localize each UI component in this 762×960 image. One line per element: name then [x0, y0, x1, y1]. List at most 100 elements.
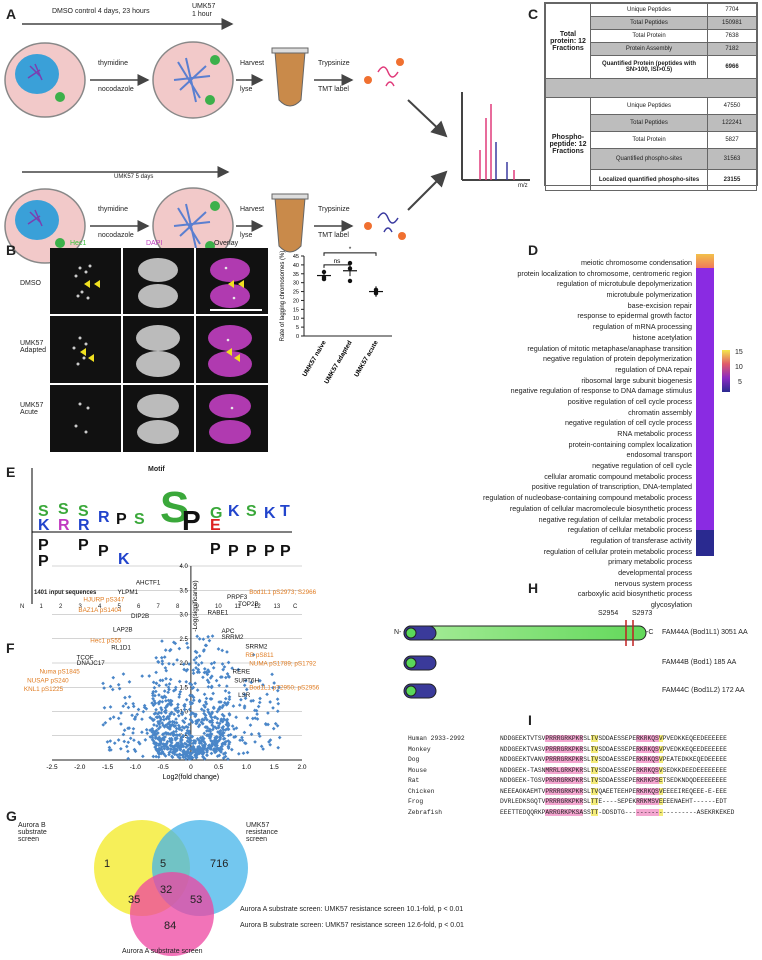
data-point: [221, 752, 226, 756]
data-point: [202, 670, 207, 675]
data-point: [151, 754, 156, 759]
site-label-s2954: S2954: [598, 610, 619, 617]
data-point: [121, 704, 126, 709]
data-point: [172, 712, 176, 717]
species-label: Chicken: [408, 787, 435, 795]
data-point: [108, 716, 113, 721]
data-point: [177, 679, 182, 684]
data-point: [191, 668, 196, 672]
point-label: RB pS811: [245, 652, 274, 659]
data-point: [214, 678, 219, 683]
panel-label-g: G: [6, 808, 17, 824]
sequence-row: NEEEAGKAEMTVPRRRGRKPKRSLTVQAEETEEHPERKRK…: [500, 787, 727, 795]
data-point: [162, 709, 167, 714]
data-point: [163, 695, 168, 700]
data-point: [214, 740, 219, 745]
data-point: [140, 674, 145, 678]
data-point: [191, 698, 196, 703]
data-point: [126, 749, 130, 754]
data-point: [226, 660, 231, 665]
data-point: [112, 741, 117, 745]
logo-position-label: 13: [273, 604, 281, 610]
point-label: LSR: [238, 692, 251, 699]
data-point: [156, 755, 161, 759]
venn-count-a-only: 84: [164, 920, 177, 932]
data-point: [158, 678, 163, 683]
data-point: [209, 751, 214, 756]
total-row-label: Total Protein: [590, 29, 708, 43]
domain-diagram: [403, 620, 647, 699]
logo-position-label: 1: [39, 604, 43, 610]
go-term: regulation of cellular macromolecule bio…: [509, 503, 692, 513]
total-row-value: 7638: [707, 29, 757, 43]
data-point: [164, 668, 169, 673]
data-point: [165, 747, 170, 751]
svg-text:S: S: [38, 503, 49, 520]
panel-label-d: D: [528, 242, 539, 258]
phospho-row-value: 47550: [707, 97, 757, 115]
point-label: Hec1 pS55: [90, 638, 122, 645]
data-point: [161, 714, 166, 719]
svg-text:P: P: [38, 537, 49, 554]
go-term: nervous system process: [614, 578, 693, 588]
data-point: [121, 672, 126, 676]
data-point: [126, 726, 130, 731]
x-tick-label: -1.5: [102, 764, 114, 771]
data-point: [174, 743, 179, 747]
n-terminus: N-: [394, 629, 402, 636]
data-point: [174, 729, 178, 734]
data-point: [204, 702, 209, 706]
svg-text:P: P: [78, 537, 89, 554]
venn-count-a-b: 35: [128, 894, 141, 906]
phospho-group: Phospho-peptide: 12 Fractions: [545, 97, 591, 191]
data-point: [105, 740, 110, 744]
data-point: [193, 714, 198, 719]
label-harvest-1: Harvest: [240, 60, 265, 67]
data-point: [187, 743, 191, 747]
heatmap-bottom: [696, 530, 714, 556]
data-point: [265, 692, 269, 697]
data-point: [166, 690, 170, 695]
go-term: negative regulation of response to DNA d…: [510, 386, 692, 396]
svg-text:P: P: [182, 505, 201, 536]
logo-position-label: 2: [59, 604, 63, 610]
data-point: [174, 717, 178, 721]
data-point: [136, 707, 141, 712]
data-point: [224, 702, 229, 707]
data-point: [217, 683, 222, 688]
panel-label-b: B: [6, 242, 17, 258]
data-point: [161, 695, 165, 700]
data-point: [140, 730, 144, 735]
data-point: [223, 696, 228, 701]
y-tick-label: 40: [293, 263, 299, 269]
label-tmt-2: TMT label: [318, 232, 349, 239]
data-point: [221, 733, 225, 738]
colorbar: [722, 350, 730, 392]
go-term: regulation of transferase activity: [590, 535, 692, 545]
logo-position-label: N: [20, 604, 25, 610]
data-point: [255, 717, 260, 721]
phospho-row-label: Total Protein: [590, 131, 708, 149]
data-point: [239, 697, 243, 702]
stats-table: Total protein: 12 Fractions Unique Pepti…: [544, 2, 758, 191]
data-point: [194, 755, 199, 759]
data-point: [157, 738, 162, 743]
sequence-row: DVRLEDKSGQTVPRRRGRKPKRSLTTE----SEPEKRRKM…: [500, 798, 727, 805]
panel-label-f: F: [6, 640, 15, 656]
data-point: [157, 693, 161, 697]
phospho-row-value: 31563: [707, 148, 757, 170]
data-point: [226, 744, 231, 749]
data-point: [197, 745, 202, 750]
data-point: [215, 720, 220, 725]
data-point: [167, 682, 172, 686]
data-point: [201, 755, 206, 760]
logo-position-label: 5: [117, 604, 121, 610]
data-point: [141, 709, 146, 714]
go-term: response to epidermal growth factor: [577, 311, 692, 321]
y-tick-label: 45: [293, 254, 299, 260]
species-column: Human 2933-2992 Monkey Dog Mouse Rat Chicken F…: [408, 734, 498, 818]
data-point: [133, 715, 138, 719]
data-point: [206, 707, 210, 712]
volcano-plot: -2.5-2.0-1.5-1.0-0.500.51.01.52.00.51.01…: [24, 564, 320, 781]
